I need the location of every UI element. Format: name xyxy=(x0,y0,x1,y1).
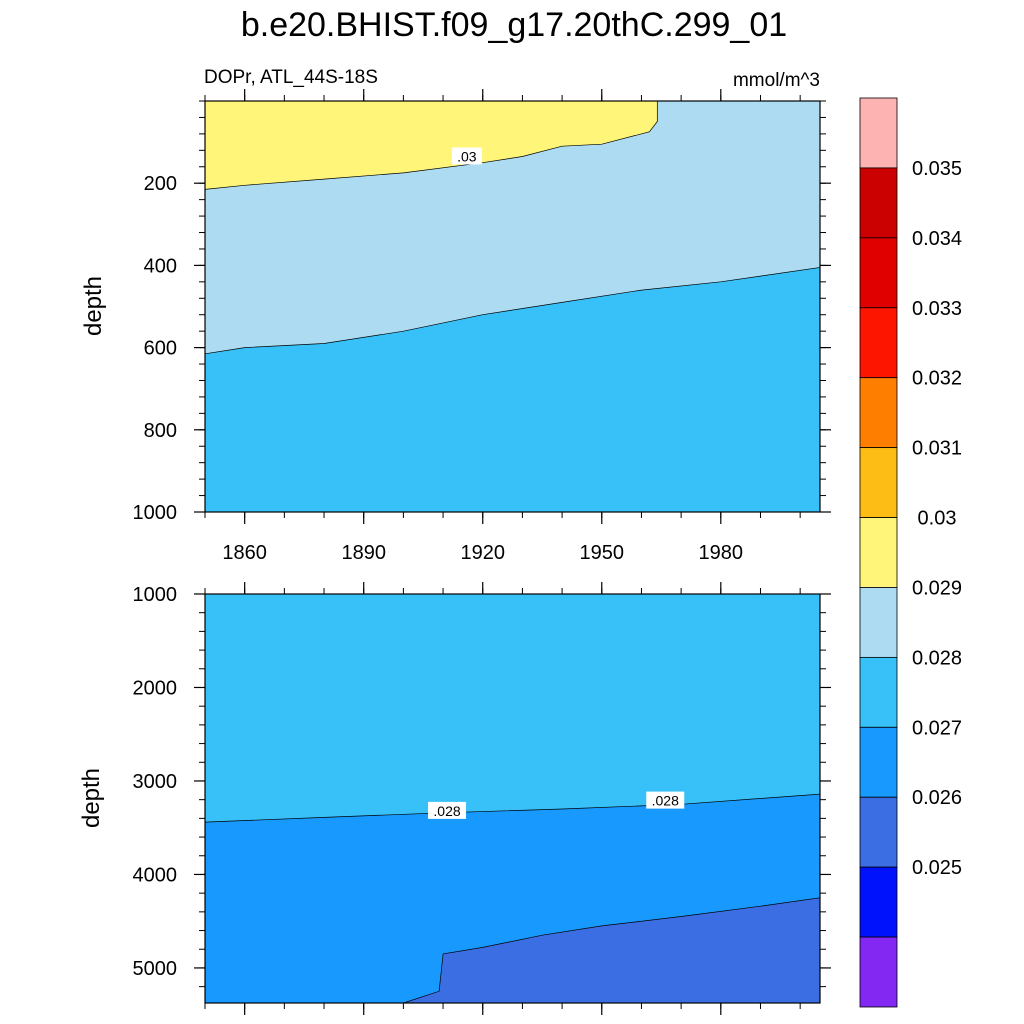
upper-y-tick-label: 800 xyxy=(144,420,177,442)
colorbar-swatch xyxy=(859,97,898,169)
colorbar-swatch xyxy=(859,866,898,938)
upper-contour-label-bg xyxy=(451,147,482,165)
upper-panel: 200 400 600 800 1000 1860 1890 1920 1950 1980 .03 xyxy=(133,89,831,564)
colorbar-label: 0.033 xyxy=(912,298,962,320)
colorbar-swatch xyxy=(859,307,898,379)
upper-contour-label: .03 xyxy=(457,148,477,164)
lower-contour-label-bg xyxy=(428,801,467,819)
upper-y-tick-label: 400 xyxy=(144,255,177,277)
lower-contour-label: .028 xyxy=(433,803,460,819)
colorbar-label: 0.025 xyxy=(912,857,962,879)
colorbar-swatch xyxy=(859,726,898,798)
upper-x-tick-label: 1950 xyxy=(580,542,625,564)
lower-frame xyxy=(204,593,821,1004)
colorbar-label: 0.028 xyxy=(912,647,962,669)
lower-y-axis-label: depth xyxy=(78,768,105,828)
colorbar-swatch xyxy=(859,796,898,868)
colorbar: 0.035 0.034 0.033 0.032 0.031 0.03 0.029 0.028 0… xyxy=(859,97,962,1008)
lower-y-tick-label: 5000 xyxy=(133,958,178,980)
colorbar-swatch xyxy=(859,587,898,658)
colorbar-swatch xyxy=(859,517,898,588)
upper-y-tick-label: 1000 xyxy=(133,502,178,524)
colorbar-swatch xyxy=(859,447,898,518)
upper-x-tick-label: 1890 xyxy=(341,542,386,564)
colorbar-label: 0.034 xyxy=(912,228,962,250)
subtitle-units: mmol/m^3 xyxy=(733,70,820,91)
colorbar-label: 0.031 xyxy=(912,438,962,460)
lower-y-tick-label: 3000 xyxy=(133,771,178,793)
colorbar-label: 0.035 xyxy=(912,158,962,180)
lower-panel: 1000 2000 3000 4000 5000 .028 .028 xyxy=(133,582,831,1015)
colorbar-label: 0.029 xyxy=(912,577,962,599)
colorbar-label: 0.032 xyxy=(912,368,962,390)
upper-x-tick-label: 1980 xyxy=(699,542,744,564)
colorbar-label: 0.026 xyxy=(912,787,962,809)
upper-y-tick-label: 600 xyxy=(144,338,177,360)
colorbar-swatch xyxy=(859,237,898,309)
lower-contour-label: .028 xyxy=(652,793,679,809)
upper-x-tick-label: 1860 xyxy=(222,542,267,564)
upper-y-tick-label: 200 xyxy=(144,173,177,195)
upper-x-tick-label: 1920 xyxy=(460,542,505,564)
colorbar-swatch xyxy=(859,936,898,1008)
upper-y-axis-label: depth xyxy=(80,276,107,336)
colorbar-swatch xyxy=(859,167,898,239)
lower-y-tick-label: 1000 xyxy=(133,584,178,606)
colorbar-label: 0.027 xyxy=(912,717,962,739)
subtitle-left: DOPr, ATL_44S-18S xyxy=(204,67,378,88)
colorbar-swatch xyxy=(859,656,898,728)
figure-title: b.e20.BHIST.f09_g17.20thC.299_01 xyxy=(241,6,787,44)
upper-frame xyxy=(204,100,821,513)
lower-contour-label-bg xyxy=(646,791,685,809)
colorbar-swatch xyxy=(859,377,898,449)
lower-y-tick-label: 4000 xyxy=(133,864,178,886)
colorbar-label: 0.03 xyxy=(918,508,957,530)
lower-y-tick-label: 2000 xyxy=(133,677,178,699)
